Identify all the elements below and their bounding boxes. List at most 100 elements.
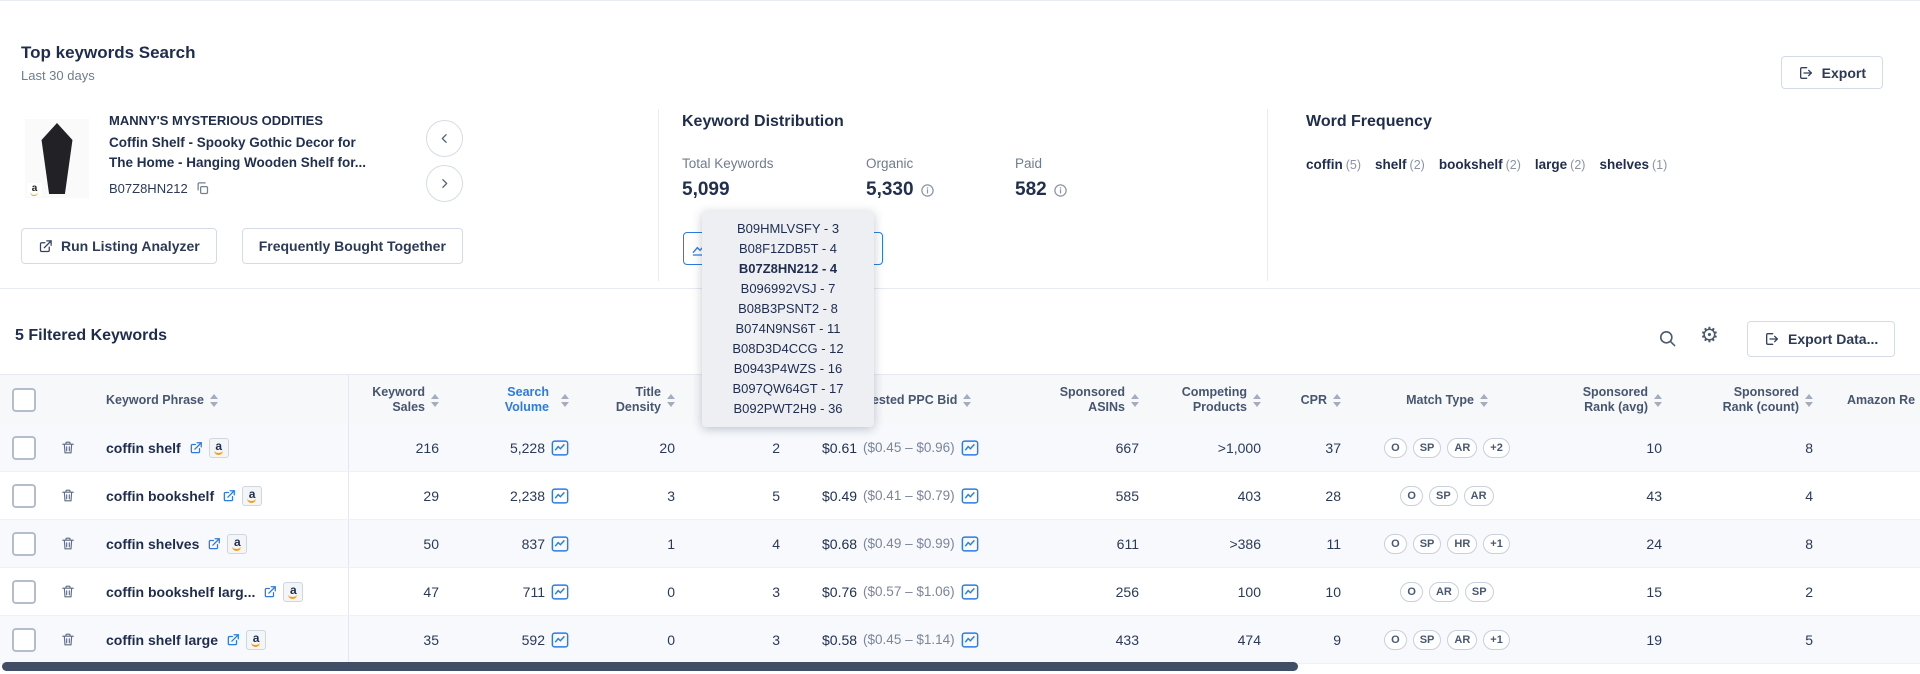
column-sponsored-rank-avg[interactable]: Sponsored Rank (avg): [1541, 375, 1674, 425]
trend-chart-icon[interactable]: [551, 535, 569, 552]
row-checkbox[interactable]: [12, 531, 36, 556]
tooltip-row: B092PWT2H9 - 36: [733, 401, 843, 416]
trend-chart-icon[interactable]: [961, 487, 979, 504]
column-sponsored-rank-count[interactable]: Sponsored Rank (count): [1674, 375, 1825, 425]
sort-icon[interactable]: [667, 393, 675, 407]
trend-chart-icon[interactable]: [961, 439, 979, 456]
table-row[interactable]: coffin shelves a 50 837 1 4 $0.68 ($0.49…: [0, 520, 1920, 568]
sort-icon[interactable]: [1654, 393, 1662, 407]
column-title-density[interactable]: Title Density: [575, 375, 677, 425]
row-checkbox[interactable]: [12, 579, 36, 604]
rank-value: 4: [772, 535, 780, 552]
sort-icon[interactable]: [1333, 393, 1341, 407]
sponsored-rank-avg-value: 43: [1646, 487, 1662, 504]
info-icon[interactable]: [920, 183, 935, 198]
trend-chart-icon[interactable]: [961, 535, 979, 552]
external-link-icon[interactable]: [263, 585, 277, 599]
sort-icon[interactable]: [561, 393, 569, 407]
keyword-phrase[interactable]: coffin shelves: [106, 535, 200, 552]
column-amazon-recommended[interactable]: Amazon Re: [1847, 392, 1916, 407]
trash-icon[interactable]: [60, 487, 76, 504]
product-brand: MANNY'S MYSTERIOUS ODDITIES: [109, 113, 323, 128]
sort-icon[interactable]: [963, 393, 972, 407]
trash-icon[interactable]: [60, 535, 76, 552]
gear-icon[interactable]: ⚙: [1700, 324, 1719, 347]
sort-icon[interactable]: [1253, 393, 1261, 407]
trend-chart-icon[interactable]: [551, 439, 569, 456]
external-link-icon[interactable]: [207, 537, 221, 551]
amazon-icon[interactable]: a: [208, 437, 229, 458]
match-type-badge: +1: [1483, 629, 1510, 650]
chevron-left-icon: [438, 132, 451, 145]
run-listing-analyzer-button[interactable]: Run Listing Analyzer: [21, 228, 217, 264]
column-keyword-sales[interactable]: Keyword Sales: [349, 375, 441, 425]
cpr-value: 28: [1325, 487, 1341, 504]
trend-chart-icon[interactable]: [961, 631, 979, 648]
amazon-icon[interactable]: a: [242, 485, 263, 506]
match-type-badges: O SP AR +2: [1384, 437, 1510, 458]
sort-icon[interactable]: [1805, 393, 1813, 407]
table-row[interactable]: coffin shelf a 216 5,228 20 2 $0.61 ($0.…: [0, 424, 1920, 472]
external-link-icon[interactable]: [189, 441, 203, 455]
trash-icon[interactable]: [60, 439, 76, 456]
amazon-icon[interactable]: a: [283, 581, 304, 602]
trend-chart-icon[interactable]: [551, 631, 569, 648]
ppc-bid-value: $0.61: [822, 439, 858, 456]
word-frequency-title: Word Frequency: [1306, 113, 1432, 130]
column-sponsored-asins[interactable]: Sponsored ASINs: [1030, 375, 1151, 425]
table-row[interactable]: coffin bookshelf larg... a 47 711 0 3 $0…: [0, 568, 1920, 616]
trash-icon[interactable]: [60, 583, 76, 600]
sort-icon[interactable]: [431, 393, 439, 407]
select-all-checkbox[interactable]: [12, 388, 36, 412]
column-match-type[interactable]: Match Type: [1353, 375, 1541, 425]
info-icon[interactable]: [1053, 183, 1068, 198]
match-type-badge: +1: [1483, 533, 1510, 554]
column-cpr[interactable]: CPR: [1273, 375, 1353, 425]
search-icon[interactable]: [1658, 329, 1677, 348]
sort-icon[interactable]: [1479, 393, 1488, 407]
table-row[interactable]: coffin shelf large a 35 592 0 3 $0.58 ($…: [0, 616, 1920, 664]
copy-icon[interactable]: [195, 181, 210, 196]
tooltip-row: B0943P4WZS - 16: [733, 361, 843, 376]
column-competing-products[interactable]: Competing Products: [1151, 375, 1273, 425]
sort-icon[interactable]: [1131, 393, 1139, 407]
trend-chart-icon[interactable]: [551, 583, 569, 600]
row-checkbox[interactable]: [12, 435, 36, 460]
amazon-icon[interactable]: a: [227, 533, 248, 554]
amazon-icon[interactable]: a: [246, 629, 267, 650]
trend-chart-icon[interactable]: [551, 487, 569, 504]
keyword-phrase[interactable]: coffin shelf large: [106, 631, 219, 648]
divider: [658, 109, 659, 281]
sort-icon[interactable]: [209, 393, 218, 407]
row-checkbox[interactable]: [12, 627, 36, 652]
competing-products-value: 474: [1237, 631, 1261, 648]
column-search-volume[interactable]: Search Volume: [441, 375, 575, 425]
external-link-icon[interactable]: [226, 633, 240, 647]
stat-label: Total Keywords: [682, 156, 774, 171]
row-checkbox[interactable]: [12, 483, 36, 508]
coffin-product: [41, 123, 73, 194]
table-row[interactable]: coffin bookshelf a 29 2,238 3 5 $0.49 ($…: [0, 472, 1920, 520]
keyword-phrase[interactable]: coffin bookshelf: [106, 487, 215, 504]
trend-chart-icon[interactable]: [961, 583, 979, 600]
sponsored-rank-avg-value: 10: [1646, 439, 1662, 456]
match-type-badge: +2: [1483, 437, 1510, 458]
horizontal-scrollbar[interactable]: [2, 662, 1298, 671]
frequently-bought-together-button[interactable]: Frequently Bought Together: [241, 228, 463, 264]
column-keyword-phrase[interactable]: Keyword Phrase: [88, 375, 349, 425]
export-data-button[interactable]: Export Data...: [1747, 321, 1896, 357]
trash-icon[interactable]: [60, 631, 76, 648]
product-title-line1: Coffin Shelf - Spooky Gothic Decor for: [109, 135, 356, 150]
export-button[interactable]: Export: [1780, 56, 1883, 89]
cpr-value: 9: [1333, 631, 1341, 648]
next-product-button[interactable]: [426, 165, 463, 202]
run-listing-analyzer-label: Run Listing Analyzer: [61, 238, 200, 254]
prev-product-button[interactable]: [426, 120, 463, 157]
ppc-bid-range: ($0.41 – $0.79): [863, 488, 955, 503]
match-type-badge: SP: [1412, 533, 1442, 554]
ppc-bid-range: ($0.57 – $1.06): [863, 584, 955, 599]
keyword-phrase[interactable]: coffin shelf: [106, 439, 181, 456]
keyword-phrase[interactable]: coffin bookshelf larg...: [106, 583, 256, 600]
external-link-icon[interactable]: [222, 489, 236, 503]
match-type-badges: O SP AR: [1400, 485, 1494, 506]
